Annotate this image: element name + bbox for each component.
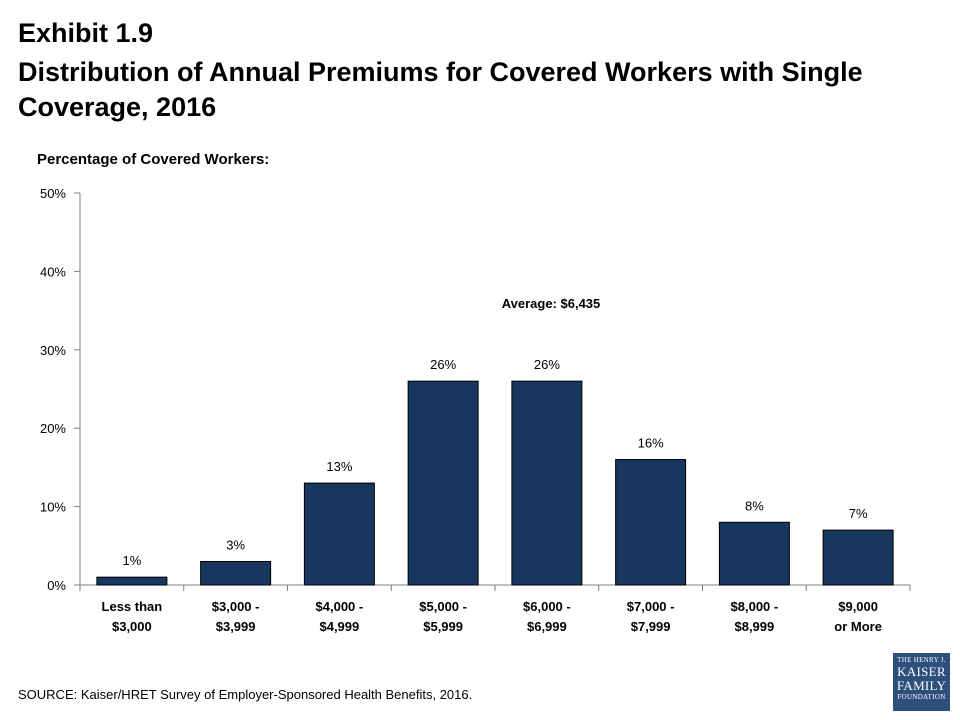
- source-note: SOURCE: Kaiser/HRET Survey of Employer-S…: [18, 687, 473, 702]
- logo-line-3: FAMILY: [896, 678, 947, 693]
- logo-line-1: THE HENRY J.: [897, 656, 946, 664]
- data-label: 3%: [226, 537, 245, 552]
- x-tick-label: Less than: [102, 599, 163, 614]
- y-tick-label: 50%: [40, 186, 66, 201]
- data-label: 8%: [745, 498, 764, 513]
- x-tick-label: $3,000: [112, 619, 152, 634]
- bar: [511, 380, 583, 586]
- bar: [615, 459, 687, 586]
- x-tick-label: $9,000: [838, 599, 878, 614]
- data-label: 7%: [849, 506, 868, 521]
- bar: [303, 482, 375, 586]
- bar: [96, 576, 168, 586]
- x-tick-label: $6,999: [527, 619, 567, 634]
- bar: [718, 521, 790, 586]
- average-annotation: Average: $6,435: [502, 296, 601, 311]
- x-tick-label: $4,000 -: [316, 599, 364, 614]
- x-tick-label: $5,999: [423, 619, 463, 634]
- x-tick-label: $8,000 -: [731, 599, 779, 614]
- y-tick-label: 30%: [40, 343, 66, 358]
- y-tick-label: 40%: [40, 264, 66, 279]
- x-tick-label: $7,999: [631, 619, 671, 634]
- data-label: 26%: [534, 357, 560, 372]
- x-tick-label: $3,000 -: [212, 599, 260, 614]
- x-tick-label: $3,999: [216, 619, 256, 634]
- x-tick-label: $6,000 -: [523, 599, 571, 614]
- bar: [200, 560, 272, 586]
- y-axis-label: Percentage of Covered Workers:: [37, 151, 270, 168]
- y-tick-label: 20%: [40, 421, 66, 436]
- y-tick-label: 0%: [47, 578, 66, 593]
- x-tick-label: $4,999: [319, 619, 359, 634]
- x-tick-label: $8,999: [734, 619, 774, 634]
- logo-line-4: FOUNDATION: [897, 693, 946, 701]
- chart-title: Distribution of Annual Premiums for Cove…: [18, 57, 863, 123]
- y-tick-label: 10%: [40, 500, 66, 515]
- bar: [822, 529, 894, 586]
- x-tick-label: $7,000 -: [627, 599, 675, 614]
- data-label: 26%: [430, 357, 456, 372]
- data-label: 16%: [638, 436, 664, 451]
- logo-line-2: KAISER: [897, 664, 946, 679]
- data-label: 13%: [326, 459, 352, 474]
- kaiser-family-foundation-logo: THE HENRY J. KAISER FAMILY FOUNDATION: [893, 653, 950, 711]
- x-tick-label: $5,000 -: [419, 599, 467, 614]
- bar: [407, 380, 479, 586]
- x-tick-label: or More: [834, 619, 882, 634]
- exhibit-number: Exhibit 1.9: [18, 18, 154, 48]
- data-label: 1%: [122, 553, 141, 568]
